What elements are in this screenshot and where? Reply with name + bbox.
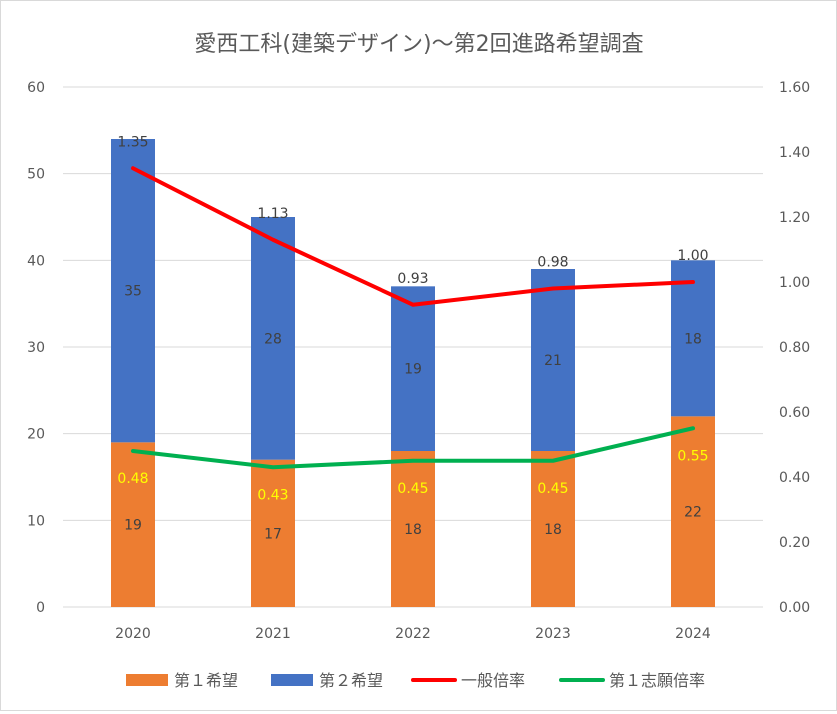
bar [251,459,295,607]
bar-value-label: 35 [124,284,142,300]
x-tick-label: 2020 [115,626,151,642]
bar [111,442,155,607]
bar-value-label: 21 [544,353,562,369]
legend-swatch [126,674,168,686]
line-value-label: 1.00 [677,248,708,264]
bar [671,416,715,607]
bar [391,286,435,451]
lines [131,166,695,470]
bar-value-label: 28 [264,331,282,347]
legend-swatch [271,674,313,686]
bar [671,260,715,417]
line-value-label: 0.45 [397,481,428,497]
bar [391,451,435,607]
right-tick-label: 0.60 [779,405,810,421]
legend-label: 第２希望 [319,671,383,690]
bar-value-label: 18 [684,331,702,347]
x-tick-label: 2023 [535,626,571,642]
line-value-label: 0.48 [117,471,148,487]
bar [531,451,575,607]
bar [251,217,295,460]
right-axis-ticks: 0.00 0.20 0.40 0.60 0.80 1.00 1.20 1.40 1.60 [779,80,810,616]
line-value-label: 0.45 [537,481,568,497]
chart-title: 愛西工科(建築デザイン)～第2回進路希望調査 [194,32,643,57]
left-axis-ticks: 0 10 20 30 40 50 60 [27,80,45,616]
left-tick-label: 30 [27,340,45,356]
bar [111,139,155,443]
line-value-label: 0.93 [397,271,428,287]
right-tick-label: 1.20 [779,210,810,226]
bar-value-label: 18 [404,522,422,538]
line-value-label: 0.43 [257,487,288,503]
bar-value-label: 19 [124,518,142,534]
left-tick-label: 50 [27,167,45,183]
line-value-label: 1.35 [117,134,148,150]
x-tick-label: 2022 [395,626,431,642]
x-axis-ticks: 2020 2021 2022 2023 2024 [115,626,711,642]
bar-value-label: 19 [404,362,422,378]
legend-label: 第１希望 [174,671,238,690]
legend-label: 第１志願倍率 [609,671,705,690]
bar-value-label: 18 [544,522,562,538]
line-value-label: 1.13 [257,206,288,222]
bar-value-label: 22 [684,505,702,521]
right-tick-label: 1.00 [779,275,810,291]
legend-label: 一般倍率 [461,671,525,690]
left-tick-label: 20 [27,427,45,443]
series-line [131,426,695,470]
left-tick-label: 0 [36,600,45,616]
bar-value-label: 17 [264,526,282,542]
right-tick-label: 1.60 [779,80,810,96]
left-tick-label: 60 [27,80,45,96]
x-tick-label: 2024 [675,626,711,642]
right-tick-label: 0.00 [779,600,810,616]
right-tick-label: 0.20 [779,535,810,551]
line-value-label: 0.98 [537,255,568,271]
left-tick-label: 40 [27,253,45,269]
left-tick-label: 10 [27,513,45,529]
bar-labels: 19 35 17 28 18 19 18 21 22 18 [124,284,702,543]
right-tick-label: 0.40 [779,470,810,486]
series-line [131,166,695,307]
legend: 第１希望 第２希望 一般倍率 第１志願倍率 [126,671,705,690]
x-tick-label: 2021 [255,626,291,642]
bar [531,269,575,451]
line-labels: 1.35 1.13 0.93 0.98 1.00 0.48 0.43 0.45 0.45 0.55 [117,134,708,503]
right-tick-label: 1.40 [779,145,810,161]
bars [111,139,715,607]
line-value-label: 0.55 [677,448,708,464]
right-tick-label: 0.80 [779,340,810,356]
